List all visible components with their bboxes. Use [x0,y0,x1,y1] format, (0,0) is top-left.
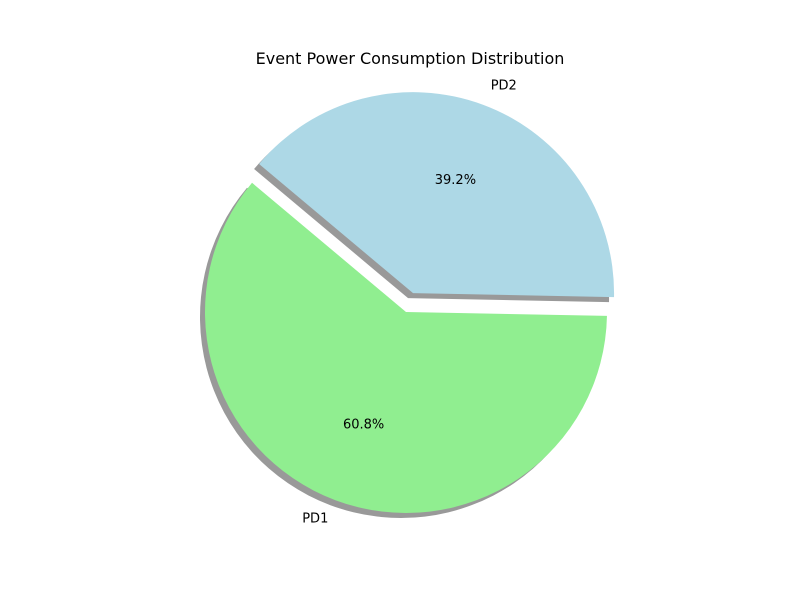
slice-labels: PD1 60.8% PD2 39.2% [302,79,517,527]
slice-label-pd2: PD2 [491,79,517,94]
slice-pd2 [259,92,615,298]
slice-pct-pd1: 60.8% [343,417,384,432]
slice-label-pd1: PD1 [302,512,328,527]
chart-title: Event Power Consumption Distribution [256,49,565,68]
slices [204,92,615,514]
slice-pd1 [204,182,607,514]
slice-pct-pd2: 39.2% [435,173,476,188]
